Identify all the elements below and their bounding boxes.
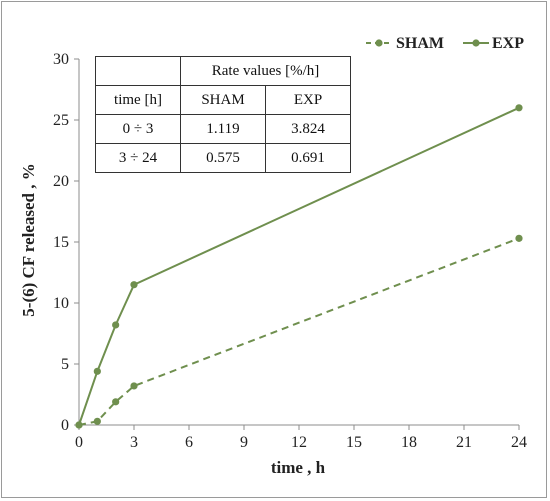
y-tick-label: 10 <box>53 295 69 312</box>
data-point-exp <box>93 367 101 375</box>
y-axis-title: 5-(6) CF released , % <box>19 163 38 316</box>
legend: SHAM EXP <box>366 35 524 52</box>
x-tick-label: 12 <box>291 434 307 451</box>
table-cell: 3.824 <box>265 114 351 144</box>
table-cell: 0.691 <box>265 143 351 173</box>
rate-values-table: Rate values [%/h] time [h] SHAM EXP 0 ÷ … <box>95 56 351 173</box>
x-tick-label: 6 <box>185 434 193 451</box>
x-axis-title: time , h <box>271 458 326 477</box>
y-tick-label: 25 <box>53 112 69 129</box>
data-point-sham <box>112 398 120 406</box>
y-tick-label: 0 <box>61 417 69 434</box>
x-tick-label: 15 <box>346 434 362 451</box>
y-tick-label: 15 <box>53 234 69 251</box>
table-columns-row: time [h] SHAM EXP <box>95 85 351 115</box>
x-tick-label: 18 <box>401 434 417 451</box>
x-tick-label: 3 <box>130 434 138 451</box>
table-column-header: SHAM <box>180 85 266 115</box>
data-point-exp <box>75 421 83 429</box>
table-row: 3 ÷ 24 0.575 0.691 <box>95 143 351 173</box>
table-column-header: time [h] <box>95 85 181 115</box>
y-tick-label: 30 <box>53 51 69 68</box>
x-tick-label: 0 <box>75 434 83 451</box>
x-tick-label: 24 <box>511 434 527 451</box>
legend-label-sham: SHAM <box>396 35 444 52</box>
x-tick-label: 21 <box>456 434 472 451</box>
series-line-sham <box>78 237 520 426</box>
series-layer <box>75 104 523 429</box>
data-point-exp <box>112 321 120 329</box>
data-point-sham <box>130 382 138 390</box>
y-tick-label: 5 <box>61 356 69 373</box>
table-blank-cell <box>95 56 181 86</box>
data-point-sham <box>93 417 101 425</box>
table-header-row: Rate values [%/h] <box>95 56 351 86</box>
legend-marker-sham <box>375 39 383 47</box>
table-row: 0 ÷ 3 1.119 3.824 <box>95 114 351 144</box>
tick-labels: 0 5 10 15 20 25 30 0 3 6 9 12 15 18 21 24 <box>53 51 527 451</box>
x-tick-label: 9 <box>240 434 248 451</box>
table-cell: 0 ÷ 3 <box>95 114 181 144</box>
table-cell: 1.119 <box>180 114 266 144</box>
table-header-cell: Rate values [%/h] <box>180 56 351 86</box>
table-cell: 3 ÷ 24 <box>95 143 181 173</box>
data-point-exp <box>130 281 138 289</box>
legend-marker-exp <box>472 39 480 47</box>
table-column-header: EXP <box>265 85 351 115</box>
y-tick-label: 20 <box>53 173 69 190</box>
legend-label-exp: EXP <box>492 35 524 52</box>
data-point-sham <box>515 234 523 242</box>
data-point-exp <box>515 104 523 112</box>
table-cell: 0.575 <box>180 143 266 173</box>
